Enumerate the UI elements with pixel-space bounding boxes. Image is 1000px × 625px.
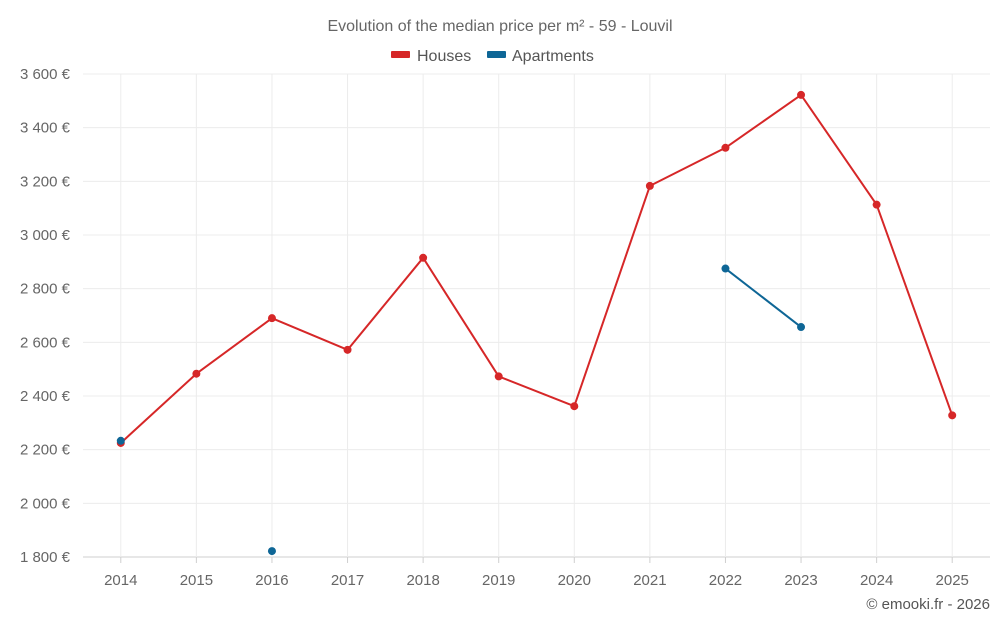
series-layer	[116, 90, 957, 556]
data-point-apartments[interactable]	[721, 264, 730, 273]
legend-label-apartments: Apartments	[512, 48, 594, 65]
data-point-houses[interactable]	[797, 90, 806, 99]
data-point-houses[interactable]	[721, 143, 730, 152]
data-point-houses[interactable]	[570, 402, 579, 411]
x-axis: 2014 2015 2016 2017 2018 2019 2020 2021 2022 2023…	[104, 557, 969, 589]
x-tick-label: 2017	[331, 572, 364, 589]
data-point-houses[interactable]	[872, 200, 881, 209]
x-tick-label: 2021	[633, 572, 666, 589]
data-point-houses[interactable]	[267, 314, 276, 323]
y-tick-label: 1 800 €	[20, 549, 71, 566]
x-tick-label: 2019	[482, 572, 515, 589]
data-point-apartments[interactable]	[267, 547, 276, 556]
y-tick-label: 3 600 €	[20, 66, 71, 83]
legend: Houses Apartments	[391, 48, 594, 65]
credit: © emooki.fr - 2026	[866, 596, 990, 613]
data-point-houses[interactable]	[948, 411, 957, 420]
y-tick-label: 2 000 €	[20, 495, 71, 512]
x-tick-label: 2015	[180, 572, 213, 589]
x-tick-label: 2022	[709, 572, 742, 589]
y-tick-label: 2 400 €	[20, 388, 71, 405]
y-tick-label: 2 600 €	[20, 334, 71, 351]
series-line-apartments	[724, 267, 803, 329]
x-tick-label: 2018	[406, 572, 439, 589]
data-point-houses[interactable]	[343, 345, 352, 354]
x-tick-label: 2020	[558, 572, 591, 589]
y-tick-label: 3 000 €	[20, 227, 71, 244]
series-line-houses	[119, 93, 954, 444]
legend-label-houses: Houses	[417, 48, 471, 65]
data-point-houses[interactable]	[192, 369, 201, 378]
legend-item-houses[interactable]: Houses	[391, 48, 471, 65]
x-tick-label: 2023	[784, 572, 817, 589]
chart-title: Evolution of the median price per m² - 5…	[327, 18, 672, 35]
y-tick-label: 3 400 €	[20, 120, 71, 137]
y-tick-label: 3 200 €	[20, 173, 71, 190]
x-tick-label: 2024	[860, 572, 893, 589]
data-point-houses[interactable]	[419, 253, 428, 262]
data-point-apartments[interactable]	[116, 436, 125, 445]
y-tick-label: 2 800 €	[20, 281, 71, 298]
legend-item-apartments[interactable]: Apartments	[487, 48, 594, 65]
y-axis: 1 800 € 2 000 € 2 200 € 2 400 € 2 600 € 2 800…	[20, 66, 71, 566]
legend-swatch-apartments	[487, 51, 506, 58]
series-apartments	[116, 264, 806, 556]
data-point-houses[interactable]	[494, 372, 503, 381]
x-tick-label: 2016	[255, 572, 288, 589]
x-tick-label: 2014	[104, 572, 137, 589]
data-point-apartments[interactable]	[797, 323, 806, 332]
data-point-houses[interactable]	[645, 181, 654, 190]
x-tick-label: 2025	[936, 572, 969, 589]
grid	[83, 73, 990, 558]
legend-swatch-houses	[391, 51, 410, 58]
series-houses	[116, 90, 957, 447]
y-tick-label: 2 200 €	[20, 442, 71, 459]
